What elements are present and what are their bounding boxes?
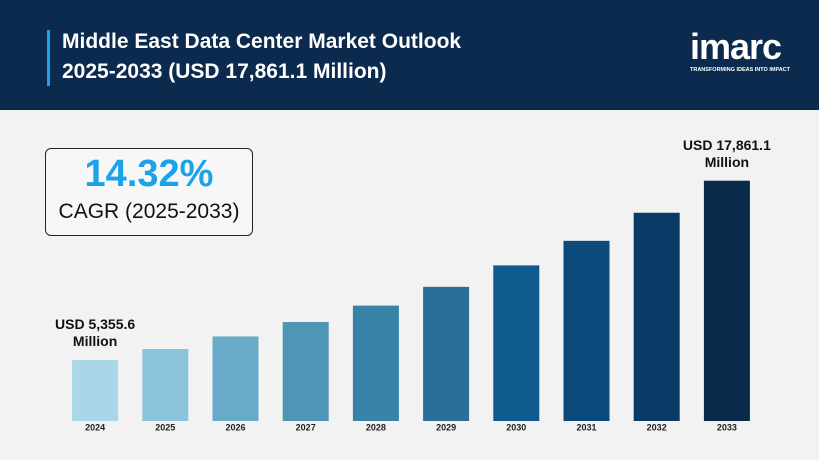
x-tick-label: 2028 (366, 422, 386, 432)
x-tick-label: 2026 (225, 422, 245, 432)
bar (142, 349, 189, 421)
x-tick-label: 2024 (85, 422, 105, 432)
value-label: USD 5,355.6 Million (55, 315, 136, 349)
logo: imarc (690, 26, 782, 67)
x-tick-label: 2027 (296, 422, 316, 432)
bar (352, 305, 399, 421)
x-tick-label: 2029 (436, 422, 456, 432)
title: Middle East Data Center Market Outlook (62, 30, 462, 53)
accent (47, 30, 50, 86)
header: Middle East Data Center Market Outlook 2… (0, 0, 819, 110)
tagline: TRANSFORMING IDEAS INTO IMPACT (690, 67, 791, 73)
value-label: USD 17,861.1 Million (682, 136, 771, 170)
bar (72, 359, 119, 421)
cagr-value: 14.32% (84, 153, 214, 195)
x-tick-label: 2032 (647, 422, 667, 432)
bar (703, 180, 750, 421)
bar (563, 240, 610, 421)
bar (633, 212, 680, 421)
x-tick-label: 2030 (506, 422, 526, 432)
bar (423, 286, 470, 421)
cagr-label: CAGR (2025-2033) (58, 200, 240, 223)
title: 2025-2033 (USD 17,861.1 Million) (62, 60, 387, 83)
bar (282, 322, 329, 421)
bar (212, 336, 259, 421)
x-tick-label: 2031 (576, 422, 596, 432)
cagr-box: 14.32% CAGR (2025-2033) (45, 148, 253, 236)
x-tick-label: 2033 (717, 422, 737, 432)
bar (493, 265, 540, 421)
x-tick-label: 2025 (155, 422, 175, 432)
